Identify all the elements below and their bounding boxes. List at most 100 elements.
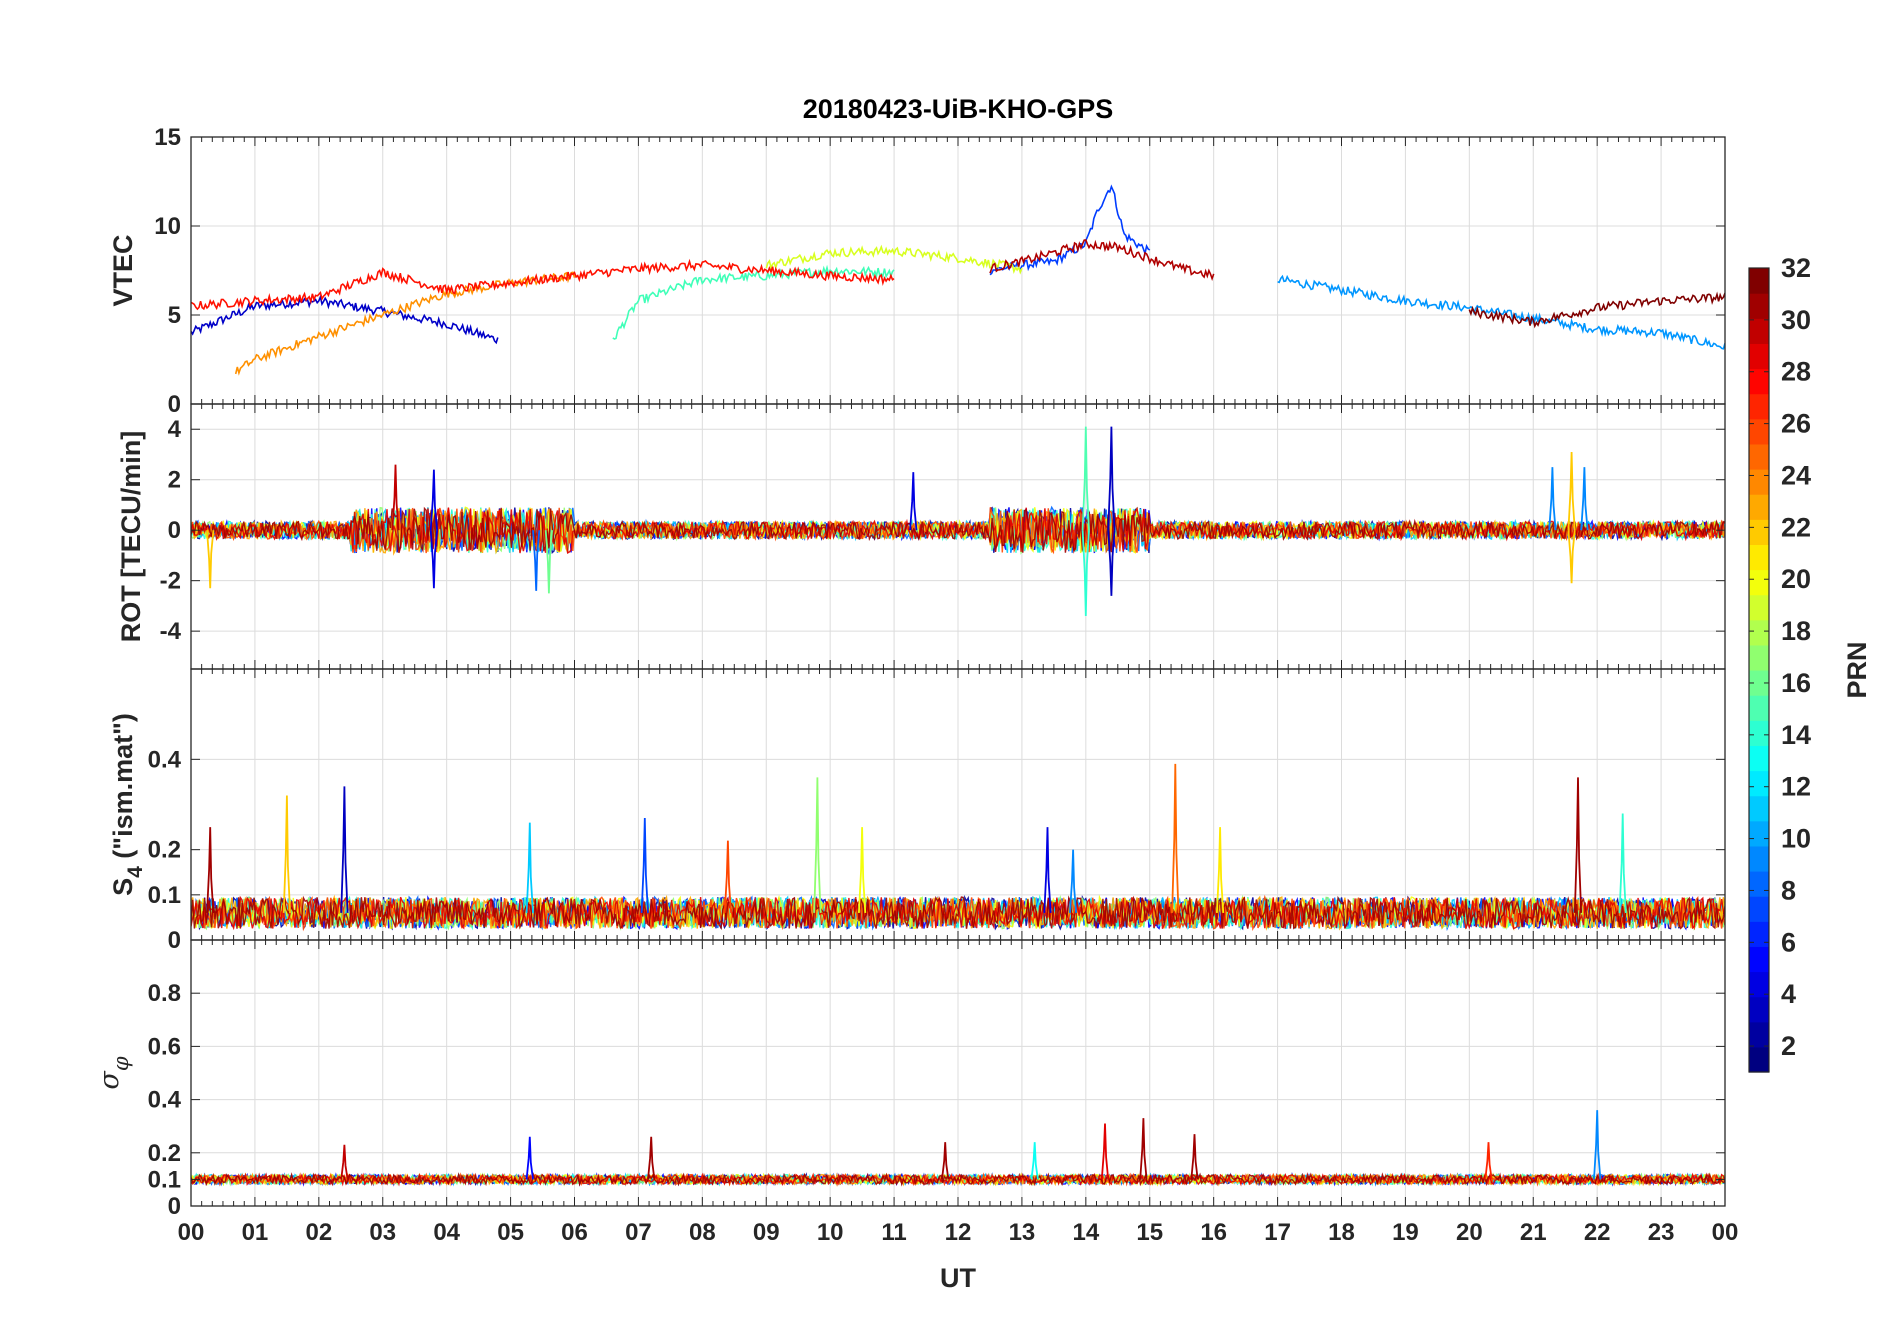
colorbar-segment	[1749, 695, 1769, 721]
colorbar-segment	[1749, 393, 1769, 420]
vtec-series-prn-28	[191, 258, 895, 311]
grid-sigma_phi	[190, 940, 1726, 1207]
y-tick-label: 0.4	[148, 1087, 182, 1114]
colorbar-segment	[1749, 318, 1769, 344]
y-tick-labels-vtec: 0 5 10 15	[154, 124, 1725, 418]
x-tick-label: 18	[1328, 1219, 1355, 1246]
colorbar-tick-label: 28	[1781, 357, 1811, 387]
panel-rot: -4 -2 0 2 4 ROT [TECU/min]	[116, 403, 1726, 670]
colorbar-tick-label: 26	[1781, 409, 1811, 439]
x-tick-label: 17	[1264, 1219, 1291, 1246]
s4-spike-10	[1618, 813, 1627, 913]
x-tick-label: 20	[1456, 1219, 1483, 1246]
y-tick-label: 0	[168, 1193, 181, 1220]
y-tick-label: 0.6	[148, 1033, 181, 1060]
y-tick-label: 0.4	[148, 746, 182, 773]
panel-vtec: 0 5 10 15 VTEC	[108, 124, 1726, 418]
x-ticks-s4	[190, 669, 1726, 940]
colorbar-segment	[1749, 745, 1769, 772]
s4-spike-4	[640, 817, 649, 913]
sigma_phi-spike-7	[1190, 1134, 1199, 1180]
x-tick-label: 16	[1200, 1219, 1227, 1246]
x-tick-label: 00	[1712, 1219, 1739, 1246]
x-tick-label: 11	[881, 1219, 906, 1246]
sigma_phi-spike-4	[1030, 1142, 1039, 1180]
y-axis-label-rot: ROT [TECU/min]	[116, 431, 146, 642]
x-tick-label: 22	[1584, 1219, 1611, 1246]
rot-spike-2	[429, 530, 438, 589]
colorbar-segment	[1749, 946, 1769, 973]
rot-spike-14	[1567, 530, 1576, 584]
colorbar-tick-label: 12	[1781, 772, 1811, 802]
vtec-series-prn-15	[612, 264, 895, 340]
x-tick-label: 03	[369, 1219, 396, 1246]
rot-spike-5	[206, 530, 215, 589]
y-tick-label: 5	[168, 302, 181, 329]
panel-s4: 0 0.1 0.2 0.4S4 ("ism.mat")	[108, 668, 1726, 954]
sigma_phi-spike-0	[340, 1144, 349, 1180]
rot-spike-0	[391, 464, 400, 531]
colorbar-tick-label: 16	[1781, 668, 1811, 698]
colorbar-segment	[1749, 519, 1769, 545]
y-tick-label: 15	[154, 124, 181, 151]
sigma_phi-spike-2	[647, 1136, 656, 1180]
plot-area-sigma_phi	[191, 1110, 1725, 1187]
sigma_phi-spike-3	[941, 1142, 950, 1180]
y-axis-label-vtec: VTEC	[108, 234, 138, 306]
plot-area-rot	[191, 426, 1725, 617]
colorbar-segment	[1749, 996, 1769, 1023]
colorbar-segment	[1749, 494, 1769, 520]
y-tick-label: -4	[160, 618, 182, 645]
plot-area-s4	[191, 763, 1725, 932]
s4-spike-9	[1573, 777, 1583, 913]
colorbar-tick-label: 24	[1781, 460, 1811, 490]
rot-spike-10	[1107, 530, 1116, 596]
plot-area-vtec	[191, 184, 1725, 376]
y-tick-labels-rot: -4 -2 0 2 4	[160, 416, 1725, 645]
rot-spike-1	[429, 469, 438, 531]
rot-spike-7	[1081, 426, 1090, 531]
y-tick-label: 0	[168, 927, 181, 954]
x-tick-label: 12	[945, 1219, 972, 1246]
x-axis-tick-labels: 00 01 02 03 04 05 06 07 08 09 10 11 12 13 14 15 16 17 18 19…	[178, 1219, 1739, 1246]
x-tick-label: 06	[561, 1219, 588, 1246]
x-axis-label: UT	[940, 1263, 976, 1293]
colorbar-segment	[1749, 720, 1769, 746]
y-tick-label: -2	[160, 568, 181, 595]
x-tick-label: 05	[497, 1219, 524, 1246]
rot-trace-prn-26	[191, 507, 1725, 555]
rot-spike-8	[1107, 426, 1116, 531]
x-tick-label: 08	[689, 1219, 716, 1246]
y-tick-label: 4	[168, 416, 182, 443]
y-tick-label: 10	[154, 213, 181, 240]
sigma_phi-spike-9	[1593, 1110, 1602, 1180]
rot-spike-3	[532, 530, 541, 591]
colorbar-segment	[1749, 293, 1769, 319]
grid-vtec	[190, 136, 1726, 405]
colorbar-tick-label: 14	[1781, 720, 1811, 750]
chart-title: 20180423-UiB-KHO-GPS	[803, 94, 1114, 124]
colorbar-segment	[1749, 443, 1769, 470]
vtec-series-prn-23	[234, 271, 576, 376]
x-tick-label: 00	[178, 1219, 205, 1246]
sigma_phi-spike-5	[1100, 1123, 1110, 1180]
colorbar-label: PRN	[1842, 641, 1872, 698]
s4-spike-6	[1043, 827, 1052, 913]
y-tick-label: 0.2	[148, 1140, 181, 1167]
colorbar-segment	[1749, 820, 1769, 847]
colorbar-tick-label: 8	[1781, 875, 1796, 905]
x-tick-label: 07	[625, 1219, 652, 1246]
colorbar-tick-label: 20	[1781, 564, 1811, 594]
x-tick-label: 10	[817, 1219, 844, 1246]
colorbar-segment	[1749, 896, 1769, 922]
s4-spike-5	[813, 777, 822, 913]
colorbar-tick-label: 6	[1781, 927, 1796, 957]
rot-spike-4	[544, 530, 553, 594]
x-tick-label: 13	[1009, 1219, 1036, 1246]
s4-spike-2	[340, 786, 349, 913]
colorbar-segment	[1749, 469, 1769, 495]
colorbar-tick-label: 22	[1781, 512, 1811, 542]
x-tick-label: 09	[753, 1219, 780, 1246]
y-tick-label: 0.1	[148, 882, 181, 909]
colorbar-tick-label: 4	[1781, 979, 1796, 1009]
